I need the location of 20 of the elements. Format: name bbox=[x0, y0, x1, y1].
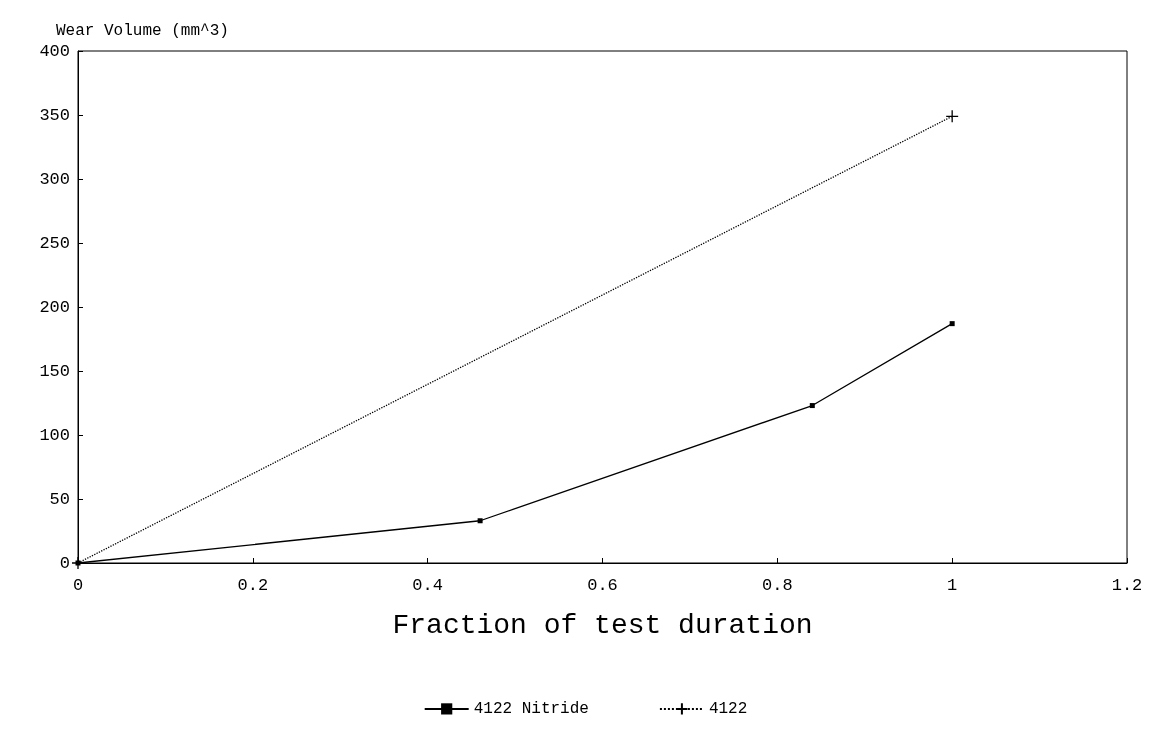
legend-label: 4122 bbox=[708, 699, 748, 718]
legend-label: 4122 Nitride bbox=[473, 699, 589, 718]
x-tick-label: 0.8 bbox=[762, 576, 793, 595]
y-tick-label: 100 bbox=[39, 425, 70, 445]
y-tick-label: 300 bbox=[39, 169, 70, 189]
y-tick-label: 250 bbox=[39, 233, 70, 253]
x-tick-label: 0.4 bbox=[412, 576, 443, 595]
y-tick-label: 350 bbox=[39, 105, 70, 125]
y-tick-label: 150 bbox=[39, 361, 70, 381]
y-tick-label: 50 bbox=[49, 489, 70, 509]
x-tick-label: 1.2 bbox=[1111, 576, 1143, 595]
y-axis-title: Wear Volume (mm^3) bbox=[56, 22, 229, 40]
x-axis-title: Fraction of test duration bbox=[392, 609, 813, 641]
x-tick-label: 0 bbox=[72, 576, 84, 595]
y-tick-label: 200 bbox=[39, 297, 70, 317]
y-tick-label: 0 bbox=[59, 553, 70, 573]
x-tick-label: 1 bbox=[947, 576, 958, 595]
y-tick-label: 400 bbox=[39, 41, 70, 61]
x-tick-label: 0.6 bbox=[587, 576, 618, 595]
x-tick-label: 0.2 bbox=[237, 576, 269, 595]
